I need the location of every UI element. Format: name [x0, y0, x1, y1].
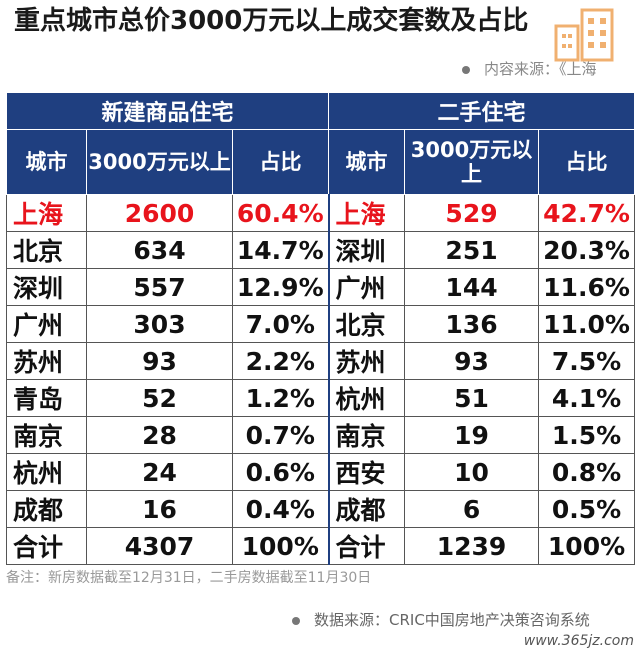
cell-share: 20.3%: [538, 231, 636, 269]
bullet-icon: [292, 616, 300, 625]
cell-count: 52: [86, 379, 233, 417]
cell-count: 19: [404, 416, 540, 454]
cell-city: 广州: [327, 268, 406, 306]
cell-share: 0.4%: [231, 490, 330, 528]
cell-count: 16: [86, 490, 233, 528]
cell-city: 苏州: [6, 342, 87, 380]
cell-count: 251: [404, 231, 540, 269]
cell-city: 南京: [6, 416, 87, 454]
col-header-city: 城市: [6, 129, 87, 195]
table-row: 成都 16 0.4% 成都 6 0.5%: [6, 490, 636, 528]
cell-share: 7.5%: [538, 342, 636, 380]
cell-count: 557: [86, 268, 233, 306]
cell-count: 6: [404, 490, 540, 528]
cell-share: 1.5%: [538, 416, 636, 454]
cell-share: 0.5%: [538, 490, 636, 528]
cell-city: 西安: [327, 453, 406, 491]
table-row: 合计 4307 100% 合计 1239 100%: [6, 527, 636, 565]
cell-share: 7.0%: [231, 305, 330, 343]
cell-share: 0.7%: [231, 416, 330, 454]
cell-city: 深圳: [6, 268, 87, 306]
cell-count: 28: [86, 416, 233, 454]
cell-city: 苏州: [327, 342, 406, 380]
group-header-new: 新建商品住宅: [5, 92, 330, 130]
cell-count: 24: [86, 453, 233, 491]
cell-share: 60.4%: [231, 194, 330, 232]
cell-share: 1.2%: [231, 379, 330, 417]
cell-count: 144: [404, 268, 540, 306]
cell-share: 0.6%: [231, 453, 330, 491]
cell-share: 100%: [538, 527, 636, 565]
building-icon: [554, 8, 614, 62]
col-header-share: 占比: [231, 129, 330, 195]
table-row: 深圳 557 12.9% 广州 144 11.6%: [6, 268, 636, 306]
col-header-count: 3000万元以上: [86, 129, 233, 195]
footnote: 备注：新房数据截至12月31日，二手房数据截至11月30日: [6, 570, 372, 586]
source-top: 内容来源：《上海: [462, 58, 638, 79]
table-row: 苏州 93 2.2% 苏州 93 7.5%: [6, 342, 636, 380]
table-row: 杭州 24 0.6% 西安 10 0.8%: [6, 453, 636, 491]
table-row: 上海 2600 60.4% 上海 529 42.7%: [6, 194, 636, 232]
cell-city: 杭州: [327, 379, 406, 417]
col-header-count: 3000万元以上: [404, 129, 540, 195]
cell-city: 广州: [6, 305, 87, 343]
cell-share: 4.1%: [538, 379, 636, 417]
cell-share: 11.6%: [538, 268, 636, 306]
group-header-second: 二手住宅: [328, 92, 636, 130]
cell-count: 136: [404, 305, 540, 343]
cell-share: 100%: [231, 527, 330, 565]
cell-city: 上海: [327, 194, 406, 232]
cell-count: 51: [404, 379, 540, 417]
cell-city: 杭州: [6, 453, 87, 491]
cell-city: 北京: [327, 305, 406, 343]
cell-city: 南京: [327, 416, 406, 454]
col-header-share: 占比: [538, 129, 636, 195]
table-row: 南京 28 0.7% 南京 19 1.5%: [6, 416, 636, 454]
source-bottom: 数据来源：CRIC中国房地产决策咨询系统: [292, 609, 590, 630]
cell-share: 2.2%: [231, 342, 330, 380]
cell-count: 2600: [86, 194, 233, 232]
cell-count: 634: [86, 231, 233, 269]
table-row: 北京 634 14.7% 深圳 251 20.3%: [6, 231, 636, 269]
cell-count: 1239: [404, 527, 540, 565]
cell-share: 14.7%: [231, 231, 330, 269]
col-header-city: 城市: [328, 129, 406, 195]
cell-city: 北京: [6, 231, 87, 269]
cell-city: 合计: [6, 527, 87, 565]
cell-city: 深圳: [327, 231, 406, 269]
table-row: 青岛 52 1.2% 杭州 51 4.1%: [6, 379, 636, 417]
table-row: 广州 303 7.0% 北京 136 11.0%: [6, 305, 636, 343]
bullet-icon: [462, 65, 470, 74]
cell-count: 10: [404, 453, 540, 491]
cell-count: 93: [86, 342, 233, 380]
cell-share: 12.9%: [231, 268, 330, 306]
cell-city: 上海: [6, 194, 87, 232]
cell-share: 42.7%: [538, 194, 636, 232]
page-title: 重点城市总价3000万元以上成交套数及占比: [14, 6, 529, 36]
cell-count: 303: [86, 305, 233, 343]
data-table: 新建商品住宅 二手住宅 城市 3000万元以上 占比 城市 3000万元以上 占…: [5, 92, 636, 565]
cell-share: 0.8%: [538, 453, 636, 491]
cell-city: 成都: [6, 490, 87, 528]
cell-count: 529: [404, 194, 540, 232]
cell-count: 4307: [86, 527, 233, 565]
cell-share: 11.0%: [538, 305, 636, 343]
cell-city: 合计: [327, 527, 406, 565]
watermark: www.365jz.com: [523, 633, 634, 649]
cell-city: 成都: [327, 490, 406, 528]
cell-count: 93: [404, 342, 540, 380]
cell-city: 青岛: [6, 379, 87, 417]
